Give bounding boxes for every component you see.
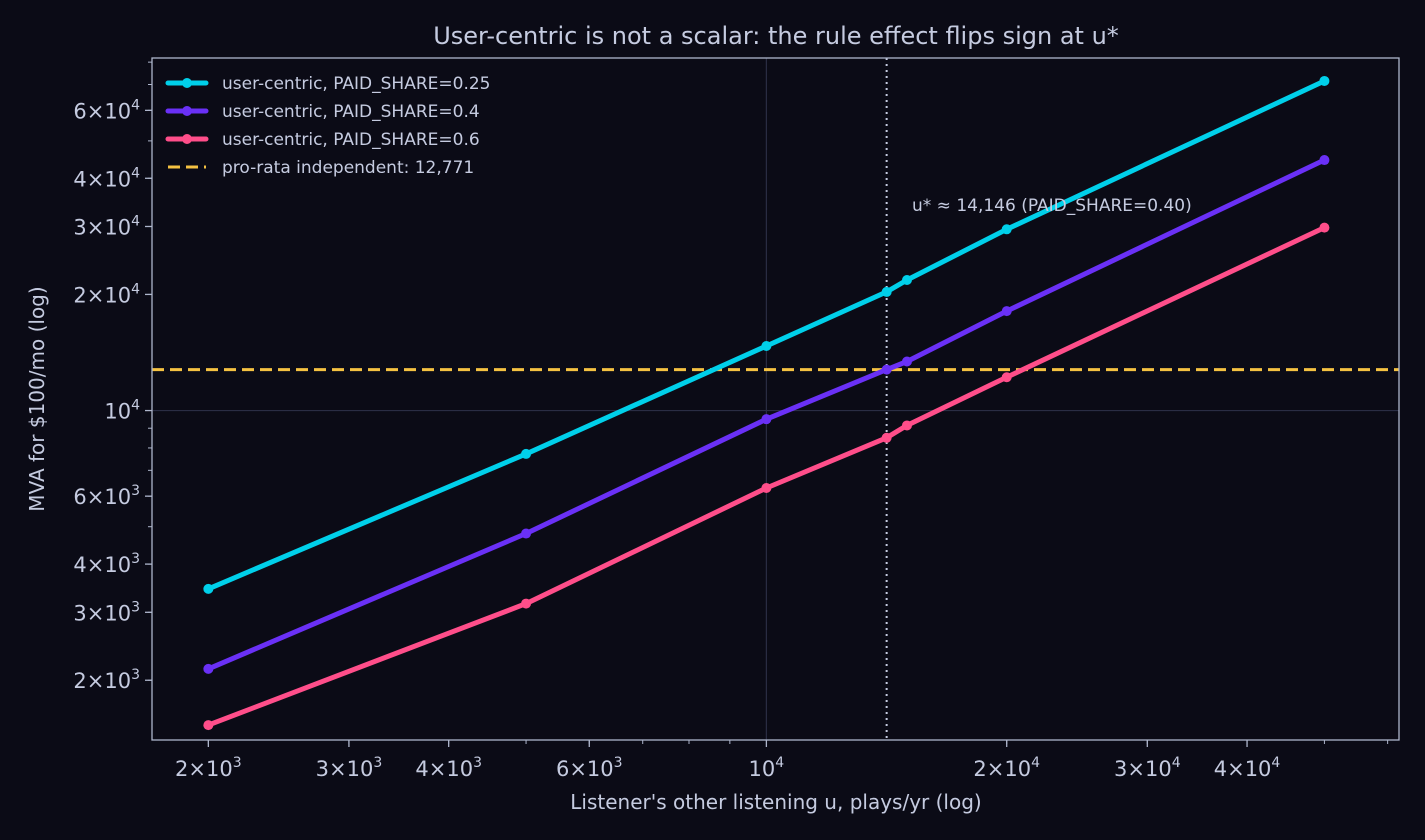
y-tick-label: 3×104 <box>73 213 140 239</box>
series-point-2-5 <box>1001 372 1012 383</box>
series-point-1-6 <box>1319 155 1330 166</box>
legend-marker-2 <box>182 134 192 144</box>
series-point-0-2 <box>761 341 772 352</box>
x-tick-label: 2×103 <box>175 755 242 781</box>
y-axis-label: MVA for $100/mo (log) <box>25 286 49 511</box>
y-tick-label: 3×103 <box>73 599 140 625</box>
series-point-1-0 <box>203 663 214 674</box>
series-point-2-4 <box>901 420 912 431</box>
series-point-0-4 <box>901 274 912 285</box>
series-point-1-3 <box>881 364 892 375</box>
x-tick-label: 6×103 <box>556 755 623 781</box>
series-point-0-5 <box>1001 224 1012 235</box>
y-tick-label: 6×104 <box>73 97 140 123</box>
series-point-1-4 <box>901 356 912 367</box>
plot-frame <box>151 57 1400 741</box>
u-star-annotation: u* ≈ 14,146 (PAID_SHARE=0.40) <box>912 196 1192 216</box>
x-tick-label: 4×103 <box>415 755 482 781</box>
legend-marker-1 <box>182 106 192 116</box>
legend-marker-0 <box>182 78 192 88</box>
y-tick-label: 6×103 <box>73 483 140 509</box>
series-point-0-0 <box>203 583 214 594</box>
legend: user-centric, PAID_SHARE=0.25 user-centri… <box>165 74 491 178</box>
series-point-2-2 <box>761 482 772 493</box>
x-tick-label: 3×104 <box>1114 755 1181 781</box>
series-point-2-0 <box>203 720 214 731</box>
series-point-2-6 <box>1319 222 1330 233</box>
x-tick-label: 4×104 <box>1214 755 1281 781</box>
legend-label-2: user-centric, PAID_SHARE=0.6 <box>222 130 480 150</box>
y-tick-label: 2×103 <box>73 667 140 693</box>
legend-label-3: pro-rata independent: 12,771 <box>222 158 474 178</box>
y-tick-label: 104 <box>104 398 140 424</box>
series-point-2-3 <box>881 432 892 443</box>
y-tick-label: 2×104 <box>73 281 140 307</box>
y-tick-label: 4×104 <box>73 165 140 191</box>
legend-label-0: user-centric, PAID_SHARE=0.25 <box>222 74 491 94</box>
series-point-1-1 <box>521 528 532 539</box>
series-point-2-1 <box>521 598 532 609</box>
x-tick-label: 3×103 <box>316 755 383 781</box>
series-point-1-2 <box>761 414 772 425</box>
x-tick-label: 2×104 <box>973 755 1040 781</box>
series-point-0-6 <box>1319 75 1330 86</box>
legend-label-1: user-centric, PAID_SHARE=0.4 <box>222 102 480 122</box>
x-tick-label: 104 <box>749 755 785 781</box>
series-point-0-1 <box>521 448 532 459</box>
x-axis-label: Listener's other listening u, plays/yr (… <box>570 790 981 814</box>
series-point-1-5 <box>1001 306 1012 317</box>
y-tick-label: 4×103 <box>73 551 140 577</box>
series-point-0-3 <box>881 286 892 297</box>
chart-title: User-centric is not a scalar: the rule e… <box>433 22 1119 50</box>
